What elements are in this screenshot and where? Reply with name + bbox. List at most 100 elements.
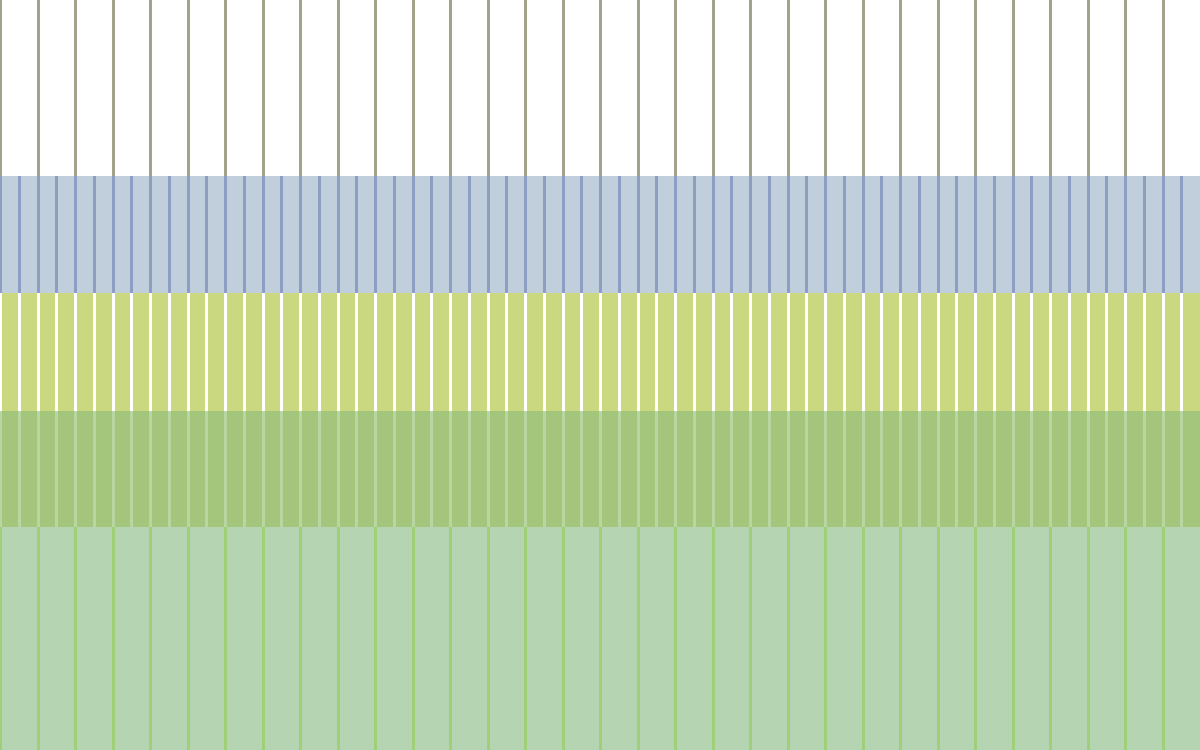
olive-green-band-stripe	[336, 411, 340, 527]
white-band-stripe	[149, 0, 152, 176]
white-band-stripe	[1086, 0, 1090, 176]
olive-green-band-stripe	[1161, 411, 1165, 527]
sage-green-band-stripe	[336, 527, 340, 750]
lime-band-stripe	[561, 293, 565, 411]
olive-green-band-stripe	[149, 411, 152, 527]
olive-green-band-stripe	[392, 411, 396, 527]
olive-green-band-stripe	[261, 411, 265, 527]
olive-green-band-stripe	[711, 411, 715, 527]
olive-green-band-stripe	[917, 411, 921, 527]
sage-green-band-stripe	[861, 527, 865, 750]
white-band-stripe	[1124, 0, 1127, 176]
olive-green-band-stripe	[580, 411, 584, 527]
lime-band-stripe	[449, 293, 452, 411]
olive-green-band-stripe	[974, 411, 977, 527]
sage-green-band-stripe	[74, 527, 77, 750]
white-band	[0, 0, 1200, 176]
sage-green-band-stripe	[561, 527, 565, 750]
lime-band	[0, 293, 1200, 411]
steel-blue-band-stripe	[392, 176, 396, 293]
lime-band-stripe	[617, 293, 621, 411]
sage-green-band-stripe	[974, 527, 977, 750]
olive-green-band-stripe	[674, 411, 677, 527]
steel-blue-band-stripe	[280, 176, 284, 293]
olive-green-band-stripe	[111, 411, 115, 527]
lime-band-stripe	[355, 293, 359, 411]
steel-blue-band-stripe	[955, 176, 959, 293]
steel-blue-band-stripe	[599, 176, 602, 293]
white-band-stripe	[336, 0, 340, 176]
olive-green-band-stripe	[374, 411, 377, 527]
lime-band-stripe	[149, 293, 152, 411]
steel-blue-band-stripe	[1030, 176, 1034, 293]
lime-band-stripe	[861, 293, 865, 411]
steel-blue-band-stripe	[861, 176, 865, 293]
olive-green-band-stripe	[36, 411, 40, 527]
steel-blue-band-stripe	[317, 176, 321, 293]
steel-blue-band-stripe	[524, 176, 527, 293]
olive-green-band-stripe	[17, 411, 21, 527]
lime-band-stripe	[674, 293, 677, 411]
steel-blue-band-stripe	[842, 176, 846, 293]
steel-blue-band-stripe	[55, 176, 59, 293]
steel-blue-band-stripe	[542, 176, 546, 293]
steel-blue-band-stripe	[1011, 176, 1015, 293]
olive-green-band-stripe	[317, 411, 321, 527]
lime-band-stripe	[786, 293, 790, 411]
sage-green-band-stripe	[374, 527, 377, 750]
olive-green-band-stripe	[1067, 411, 1071, 527]
lime-band-stripe	[974, 293, 977, 411]
steel-blue-band-stripe	[486, 176, 490, 293]
olive-green-band-stripe	[542, 411, 546, 527]
sage-green-band-stripe	[749, 527, 752, 750]
sage-green-band-stripe	[899, 527, 902, 750]
steel-blue-band-stripe	[636, 176, 640, 293]
lime-band-stripe	[317, 293, 321, 411]
white-band-stripe	[824, 0, 827, 176]
lime-band-stripe	[36, 293, 40, 411]
olive-green-band-stripe	[355, 411, 359, 527]
white-band-stripe	[36, 0, 40, 176]
steel-blue-band-stripe	[149, 176, 152, 293]
white-band-stripe	[224, 0, 227, 176]
sage-green-band-stripe	[449, 527, 452, 750]
lime-band-stripe	[1030, 293, 1034, 411]
olive-green-band-stripe	[692, 411, 696, 527]
steel-blue-band-stripe	[786, 176, 790, 293]
olive-green-band-stripe	[880, 411, 884, 527]
white-band-stripe	[599, 0, 602, 176]
sage-green-band-stripe	[149, 527, 152, 750]
lime-band-stripe	[955, 293, 959, 411]
lime-band-stripe	[1067, 293, 1071, 411]
olive-green-band-stripe	[805, 411, 809, 527]
white-band-stripe	[1049, 0, 1052, 176]
steel-blue-band-stripe	[336, 176, 340, 293]
olive-green-band-stripe	[861, 411, 865, 527]
steel-blue-band-stripe	[167, 176, 171, 293]
white-band-stripe	[486, 0, 490, 176]
olive-green-band-stripe	[411, 411, 415, 527]
white-band-stripe	[411, 0, 415, 176]
white-band-stripe	[674, 0, 677, 176]
lime-band-stripe	[524, 293, 527, 411]
steel-blue-band-stripe	[355, 176, 359, 293]
olive-green-band-stripe	[205, 411, 209, 527]
lime-band-stripe	[842, 293, 846, 411]
steel-blue-band-stripe	[655, 176, 659, 293]
lime-band-stripe	[1124, 293, 1127, 411]
sage-green-band-stripe	[936, 527, 940, 750]
steel-blue-band-stripe	[299, 176, 302, 293]
white-band-stripe	[786, 0, 790, 176]
lime-band-stripe	[1180, 293, 1184, 411]
olive-green-band-stripe	[1030, 411, 1034, 527]
olive-green-band-stripe	[74, 411, 77, 527]
olive-green-band-stripe	[899, 411, 902, 527]
white-band-stripe	[561, 0, 565, 176]
steel-blue-band-stripe	[992, 176, 996, 293]
lime-band-stripe	[55, 293, 59, 411]
lime-band-stripe	[505, 293, 509, 411]
steel-blue-band-stripe	[449, 176, 452, 293]
olive-green-band-stripe	[617, 411, 621, 527]
steel-blue-band-stripe	[1142, 176, 1146, 293]
steel-blue-band-stripe	[430, 176, 434, 293]
